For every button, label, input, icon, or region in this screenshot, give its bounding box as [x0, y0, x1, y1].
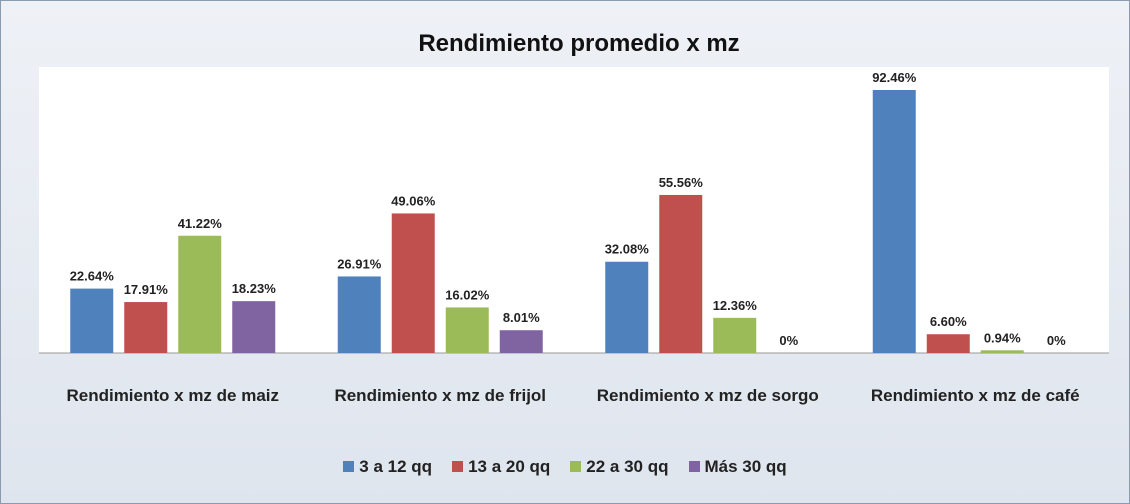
bar	[70, 288, 114, 353]
x-tick-label: Rendimiento x mz de sorgo	[596, 386, 819, 405]
chart-title: Rendimiento promedio x mz	[418, 30, 739, 57]
legend-item: 3 a 12 qq	[343, 457, 432, 477]
value-label: 26.91%	[337, 256, 382, 271]
bar	[445, 307, 489, 353]
bar	[124, 302, 168, 353]
legend-item: Más 30 qq	[688, 457, 787, 477]
value-label: 55.56%	[659, 175, 704, 190]
legend-label: 3 a 12 qq	[359, 457, 433, 476]
bar	[337, 276, 381, 353]
bar	[872, 90, 916, 353]
value-label: 41.22%	[178, 216, 223, 231]
value-label: 12.36%	[713, 298, 758, 313]
bar	[713, 317, 757, 353]
legend-label: Más 30 qq	[704, 457, 787, 476]
bar	[178, 235, 222, 353]
x-tick-label: Rendimiento x mz de frijol	[334, 386, 547, 405]
bar	[980, 350, 1024, 353]
x-tick-label: Rendimiento x mz de maiz	[66, 386, 280, 405]
value-label: 0%	[1047, 333, 1066, 348]
bar	[605, 261, 649, 353]
value-label: 18.23%	[232, 281, 277, 296]
legend-swatch	[343, 461, 355, 472]
bar	[232, 301, 276, 353]
value-label: 16.02%	[445, 287, 490, 302]
value-label: 8.01%	[503, 310, 540, 325]
bar	[391, 213, 435, 353]
value-label: 0%	[779, 333, 798, 348]
legend-label: 13 a 20 qq	[468, 457, 551, 476]
legend-item: 22 a 30 qq	[570, 457, 669, 477]
bar	[499, 330, 543, 353]
bar	[926, 334, 970, 353]
value-label: 0.94%	[984, 330, 1021, 345]
legend-swatch	[452, 461, 464, 472]
value-label: 17.91%	[124, 282, 169, 297]
legend-item: 13 a 20 qq	[452, 457, 550, 477]
legend-swatch	[688, 461, 700, 472]
value-label: 92.46%	[872, 70, 917, 85]
x-tick-label: Rendimiento x mz de café	[870, 386, 1080, 405]
value-label: 49.06%	[391, 193, 436, 208]
value-label: 22.64%	[70, 269, 115, 284]
legend-label: 22 a 30 qq	[586, 457, 669, 476]
value-label: 6.60%	[930, 314, 967, 329]
value-label: 32.08%	[605, 242, 650, 257]
legend: 3 a 12 qq 13 a 20 qq 22 a 30 qq Más 30 qq	[1, 457, 1129, 477]
legend-swatch	[570, 461, 582, 472]
bar	[659, 194, 703, 353]
